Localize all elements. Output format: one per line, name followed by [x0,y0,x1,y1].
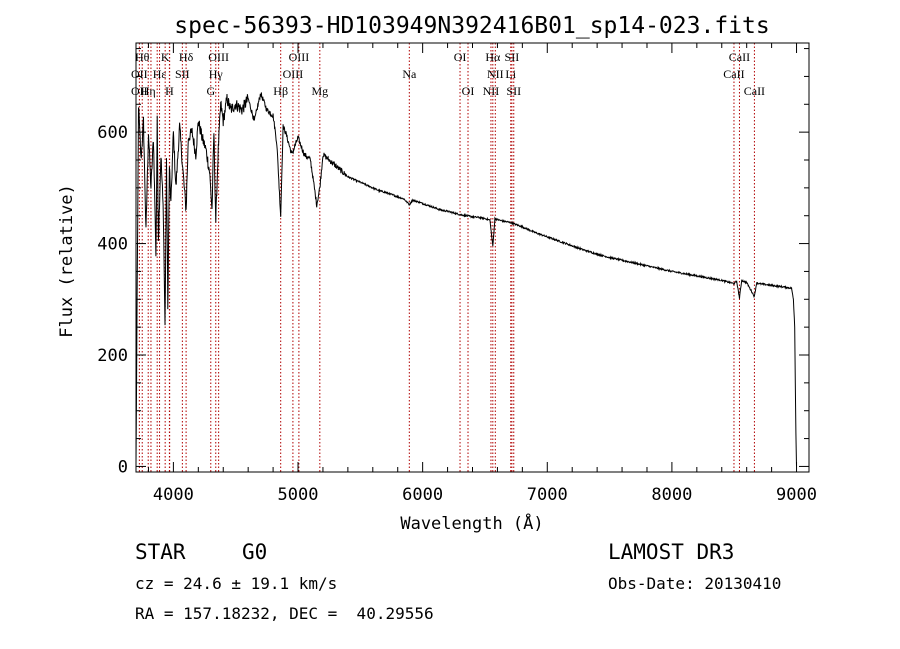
line-label-row2-2: SII [175,67,190,81]
x-tick-label-4000: 4000 [153,485,194,505]
y-tick-label-400: 400 [97,235,128,255]
line-label-row2-4: OIII [283,67,304,81]
line-label-row1-1: K [161,50,170,64]
y-tick-label-0: 0 [118,457,128,477]
object-class: STAR [135,540,186,564]
line-label-row3-5: Mg [311,84,328,98]
line-label-row3-9: CaII [744,84,765,98]
x-tick-label-8000: 8000 [651,485,692,505]
line-label-row2-7: Li [505,67,516,81]
line-label-row2-8: CaII [723,67,744,81]
line-label-row3-6: OI [462,84,475,98]
line-label-row3-0: OII [131,84,148,98]
x-tick-label-5000: 5000 [278,485,319,505]
line-label-row1-5: OI [454,50,467,64]
coordinates: RA = 157.18232, DEC = 40.29556 [135,604,434,623]
line-label-row3-1: Hη [141,84,156,98]
survey-name: LAMOST DR3 [608,540,735,564]
line-label-row3-7: NII [483,84,500,98]
line-label-row2-3: Hγ [209,67,224,81]
line-label-row3-3: G [206,84,215,98]
line-label-row1-0: Hθ [135,50,150,64]
line-label-row1-8: CaII [729,50,750,64]
x-tick-label-9000: 9000 [776,485,817,505]
observation-date: Obs-Date: 20130410 [608,574,782,593]
line-label-row2-0: OII [131,67,148,81]
line-labels: Hθ K Hδ OIII OIII OI Hα SII CaII OII Hε SII Hγ OIII Na… [131,50,765,98]
line-label-row1-2: Hδ [179,50,194,64]
y-tick-label-600: 600 [97,123,128,143]
line-label-row2-6: NII [487,67,504,81]
x-axis-label: Wavelength (Å) [400,512,543,534]
spectrum-layer [135,92,797,467]
line-label-row1-3: OIII [208,50,229,64]
line-label-row2-5: Na [402,67,417,81]
x-tick-label-7000: 7000 [527,485,568,505]
x-tick-label-6000: 6000 [402,485,443,505]
line-label-row3-4: Hβ [273,84,288,98]
line-label-row1-7: SII [505,50,520,64]
chart-title: spec-56393-HD103949N392416B01_sp14-023.f… [174,13,769,39]
y-axis-label: Flux (relative) [57,184,77,338]
axis-ticks: 4000 5000 6000 7000 8000 9000 0 200 400 600 [97,43,817,505]
redshift-cz: cz = 24.6 ± 19.1 km/s [135,574,338,593]
spectrum-line [135,92,797,467]
emission-line-markers [138,43,755,472]
line-label-row2-1: Hε [153,67,167,81]
y-tick-label-200: 200 [97,346,128,366]
line-label-row1-4: OIII [289,50,310,64]
line-label-row3-2: H [165,84,174,98]
spectral-subclass: G0 [242,540,268,564]
line-label-row3-8: SII [506,84,521,98]
line-label-row1-6: Hα [485,50,501,64]
